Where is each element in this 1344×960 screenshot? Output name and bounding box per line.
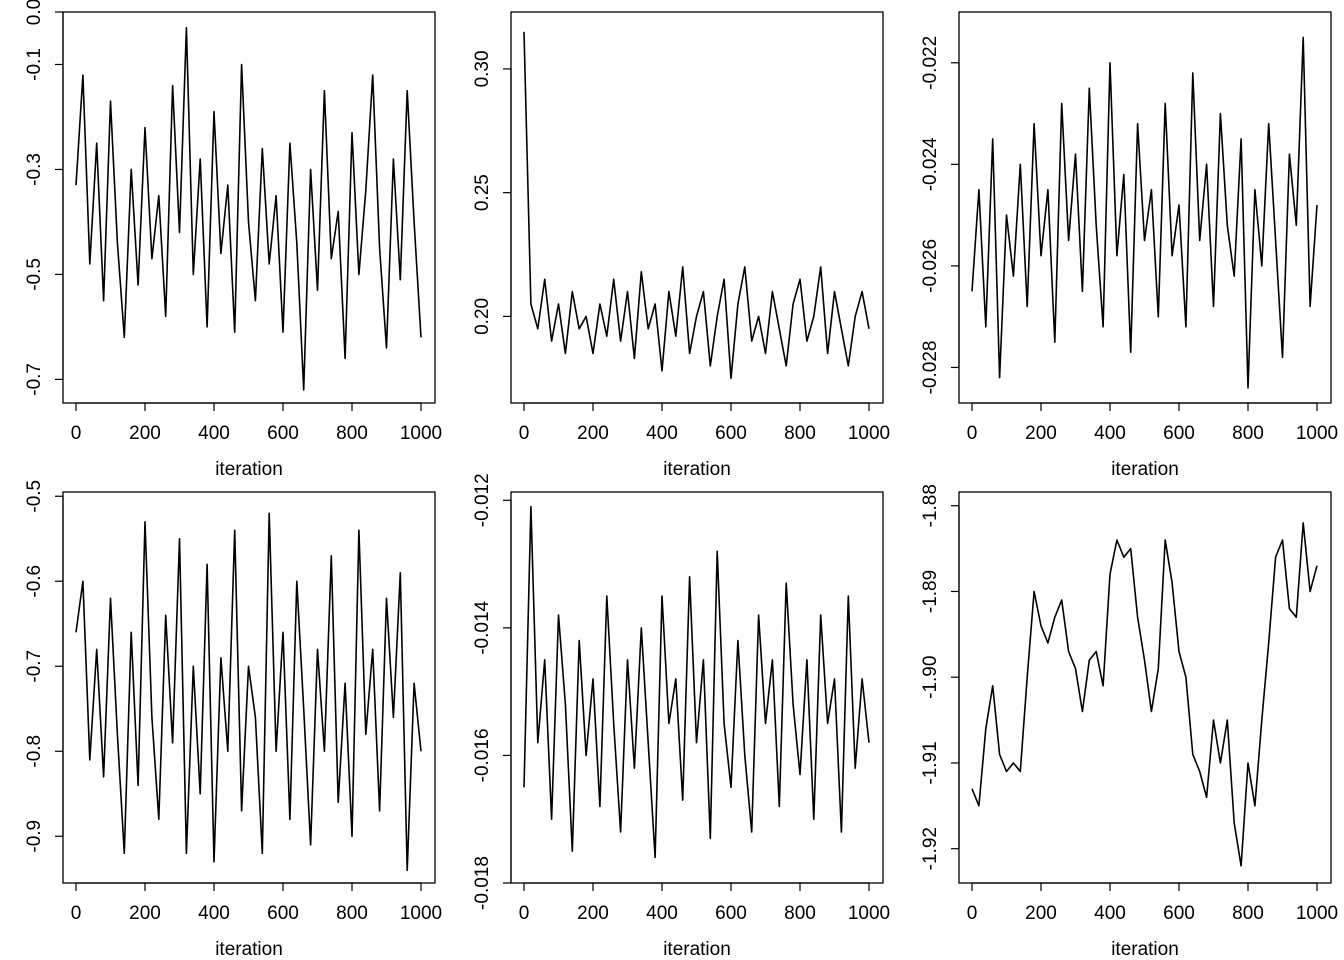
y-tick-label: -1.91 (920, 741, 941, 784)
x-tick-label: 800 (1232, 903, 1264, 924)
x-tick-label: 800 (336, 423, 368, 444)
y-axis: 0.0 -0.1 -0.3 -0.5 -0.7 (24, 0, 64, 396)
x-tick-label: 1000 (1296, 903, 1338, 924)
plot-frame (958, 11, 1332, 404)
y-tick-label: -0.016 (472, 728, 493, 782)
x-tick-label: 200 (129, 423, 161, 444)
x-tick-label: 600 (715, 903, 747, 924)
x-tick-label: 0 (967, 903, 978, 924)
x-axis-label: iteration (1111, 939, 1179, 960)
x-tick-label: 800 (784, 903, 816, 924)
x-tick-label: 600 (715, 423, 747, 444)
trace-line (75, 512, 422, 872)
x-tick-label: 800 (336, 903, 368, 924)
y-tick-label: -1.90 (920, 656, 941, 699)
x-tick-label: 400 (1094, 423, 1126, 444)
x-axis-label: iteration (663, 939, 731, 960)
x-tick-label: 0 (967, 423, 978, 444)
x-tick-label: 1000 (848, 903, 890, 924)
y-tick-label: -0.018 (472, 856, 493, 910)
x-axis-label: iteration (1111, 459, 1179, 480)
trace-panel-6: 0 200 400 600 800 1000 iteration -1.88 -1.89 -1.9… (920, 484, 1338, 960)
y-tick-label: 0.0 (24, 0, 45, 25)
y-tick-label: -1.89 (920, 570, 941, 613)
plot-frame (62, 11, 436, 404)
x-tick-label: 600 (1163, 423, 1195, 444)
x-tick-label: 1000 (848, 423, 890, 444)
y-tick-label: -0.3 (24, 153, 45, 186)
trace-line (75, 26, 422, 391)
y-axis: -0.022 -0.024 -0.026 -0.028 (920, 36, 960, 395)
y-tick-label: -0.7 (24, 363, 45, 396)
x-axis: 0 200 400 600 800 1000 iteration (967, 402, 1338, 480)
x-tick-label: 400 (198, 423, 230, 444)
y-axis: -0.012 -0.014 -0.016 -0.018 (472, 473, 512, 910)
y-axis: -0.5 -0.6 -0.7 -0.8 -0.9 (24, 480, 64, 853)
trace-panel-2: 0 200 400 600 800 1000 iteration 0.30 0.25 0.20 (472, 11, 890, 480)
y-tick-label: -0.1 (24, 48, 45, 81)
y-tick-label: -0.7 (24, 650, 45, 683)
trace-panel-4: 0 200 400 600 800 1000iteration-0.5-0.6-0.7-0… (24, 480, 442, 960)
trace-line (523, 31, 870, 380)
trace-line (523, 505, 870, 859)
y-tick-label: -0.028 (920, 341, 941, 395)
y-tick-label: -0.8 (24, 735, 45, 768)
x-axis: 0 200 400 600 800 1000 iteration (71, 402, 442, 480)
x-tick-label: 1000 (400, 423, 442, 444)
x-tick-label: 400 (646, 423, 678, 444)
y-tick-label: -0.5 (24, 480, 45, 513)
x-tick-label: 400 (1094, 903, 1126, 924)
y-tick-label: 0.20 (472, 298, 493, 335)
x-tick-label: 0 (71, 903, 82, 924)
x-tick-label: 800 (784, 423, 816, 444)
x-tick-label: 1000 (1296, 423, 1338, 444)
x-tick-label: 200 (129, 903, 161, 924)
trace-panel-3: 0 200 400 600 800 1000iteration-0.022-0.024-0… (920, 11, 1338, 480)
trace-line (971, 522, 1318, 867)
x-tick-label: 0 (71, 423, 82, 444)
trace-panel-5: 0 200 400 600 800 1000iteration-0.012-0.014-0… (472, 473, 890, 960)
x-tick-label: 200 (577, 903, 609, 924)
y-tick-label: -0.9 (24, 820, 45, 853)
x-tick-label: 0 (519, 423, 530, 444)
x-tick-label: 400 (198, 903, 230, 924)
x-tick-label: 600 (267, 423, 299, 444)
trace-panel-1: 0 200 400 600 800 1000 iteration 0.0 -0.1 -0.3 -0.… (24, 0, 442, 480)
x-axis-label: iteration (663, 459, 731, 480)
y-axis: 0.30 0.25 0.20 (472, 50, 512, 335)
x-tick-label: 200 (1025, 423, 1057, 444)
x-tick-label: 800 (1232, 423, 1264, 444)
y-tick-label: 0.30 (472, 50, 493, 87)
plot-frame (958, 491, 1332, 884)
x-tick-label: 400 (646, 903, 678, 924)
x-tick-label: 600 (267, 903, 299, 924)
x-tick-label: 600 (1163, 903, 1195, 924)
x-tick-label: 200 (577, 423, 609, 444)
y-tick-label: -1.88 (920, 484, 941, 527)
y-tick-label: -0.012 (472, 473, 493, 527)
x-axis: 0 200 400 600 800 1000 iteration (519, 882, 890, 960)
x-axis: 0 200 400 600 800 1000 iteration (71, 882, 442, 960)
y-tick-label: -0.6 (24, 565, 45, 598)
y-tick-label: -0.026 (920, 239, 941, 293)
plot-frame (62, 491, 436, 884)
x-axis: 0 200 400 600 800 1000 iteration (519, 402, 890, 480)
x-tick-label: 200 (1025, 903, 1057, 924)
y-tick-label: -1.92 (920, 827, 941, 870)
y-tick-label: -0.5 (24, 258, 45, 291)
x-axis-label: iteration (215, 459, 283, 480)
x-tick-label: 0 (519, 903, 530, 924)
y-axis: -1.88 -1.89 -1.90 -1.91 -1.92 (920, 484, 960, 870)
x-axis: 0 200 400 600 800 1000 iteration (967, 882, 1338, 960)
x-tick-label: 1000 (400, 903, 442, 924)
y-tick-label: -0.022 (920, 36, 941, 90)
y-tick-label: 0.25 (472, 174, 493, 211)
y-tick-label: -0.024 (920, 137, 941, 191)
y-tick-label: -0.014 (472, 600, 493, 654)
x-axis-label: iteration (215, 939, 283, 960)
trace-line (971, 36, 1318, 389)
plot-frame (510, 491, 884, 884)
